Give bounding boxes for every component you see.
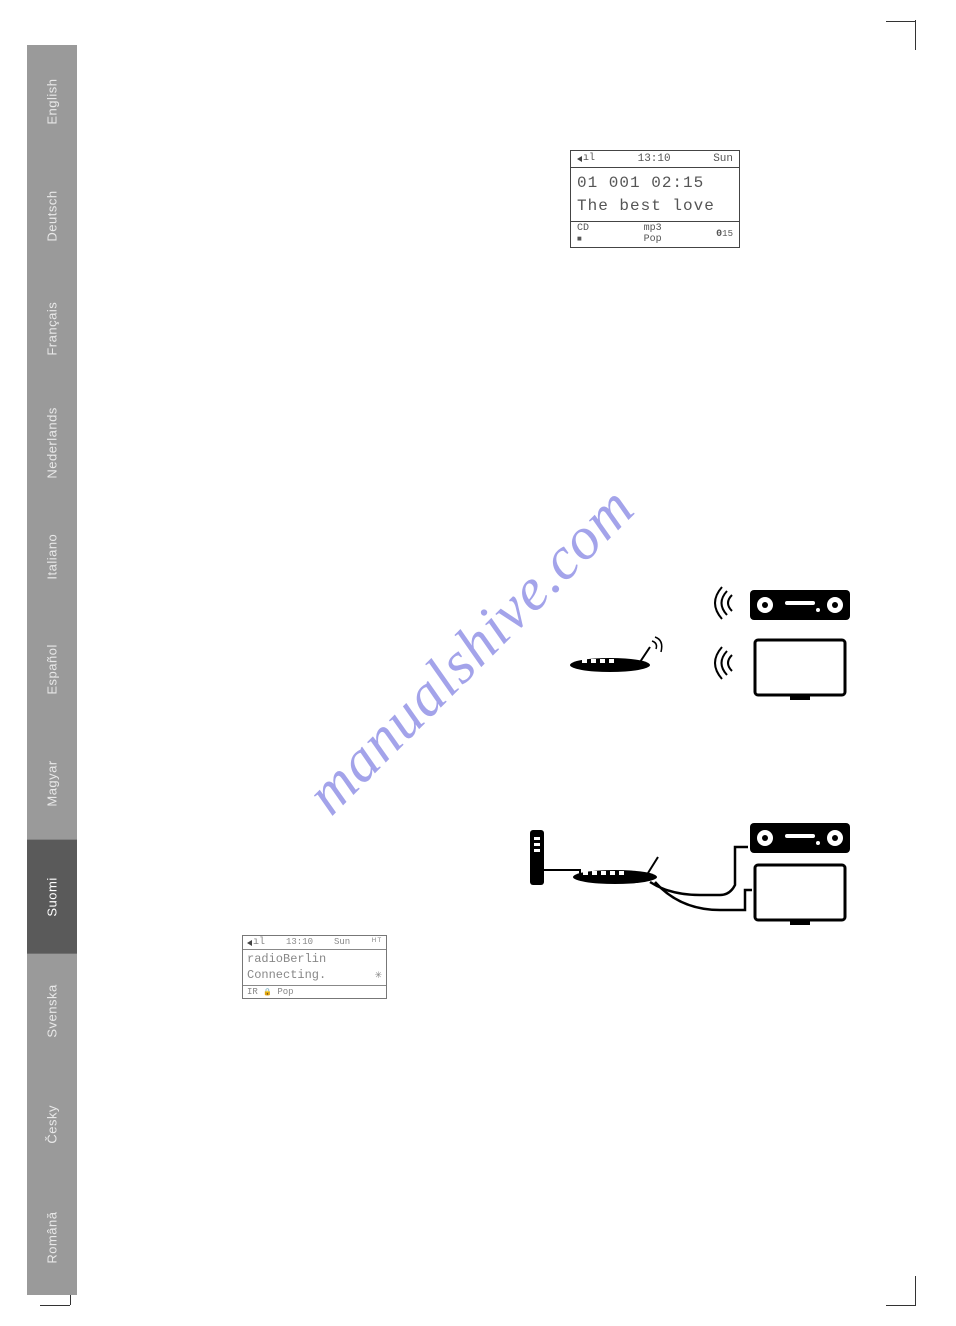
volume-icon [247, 937, 265, 948]
wifi-signal-icon [715, 587, 732, 679]
volume-icon [577, 153, 595, 165]
crop-mark-br [915, 1276, 916, 1306]
lcd-display-radio: 13:10 Sun ᴴᵀ radioBerlin Connecting. ✳ I… [242, 935, 387, 999]
lcd1-eq: Pop [644, 234, 662, 245]
lang-tab-italiano[interactable]: Italiano [27, 500, 77, 614]
lang-tab-english[interactable]: English [27, 45, 77, 159]
lcd-display-cd: 13:10 Sun 01 001 02:15 The best love CD … [570, 150, 740, 248]
lcd2-signal: ᴴᵀ [371, 937, 382, 948]
loading-asterisk-icon: ✳ [375, 968, 382, 984]
tv-icon [755, 640, 845, 700]
lcd1-line1: 01 001 02:15 [577, 172, 733, 194]
lcd1-day: Sun [713, 153, 733, 165]
lang-tab-francais[interactable]: Français [27, 272, 77, 386]
lang-tab-svenska[interactable]: Svenska [27, 954, 77, 1068]
lcd1-source: CD [577, 223, 589, 234]
lang-tab-suomi[interactable]: Suomi [27, 840, 77, 954]
wifi-connection-diagram [560, 555, 860, 705]
lcd1-line2: The best love [577, 195, 733, 217]
crop-mark-tr [915, 20, 916, 50]
crop-mark-bl [40, 1305, 70, 1306]
lang-tab-deutsch[interactable]: Deutsch [27, 159, 77, 273]
language-sidebar: English Deutsch Français Nederlands Ital… [27, 45, 77, 1295]
stereo-icon [750, 590, 850, 620]
lcd2-line1: radioBerlin [247, 952, 382, 968]
cable-2 [650, 847, 748, 895]
lcd2-time: 13:10 [286, 937, 313, 948]
router-icon [573, 857, 658, 884]
wired-connection-diagram [520, 815, 860, 935]
stereo-icon [750, 823, 850, 853]
lang-tab-espanol[interactable]: Español [27, 613, 77, 727]
lcd2-source: IR [247, 987, 258, 997]
lcd2-day: Sun [334, 937, 350, 948]
lang-tab-nederlands[interactable]: Nederlands [27, 386, 77, 500]
tv-icon [755, 865, 845, 925]
lcd1-time: 13:10 [638, 153, 671, 165]
lcd2-eq: Pop [277, 987, 293, 997]
lcd1-battery: 015 [716, 229, 733, 240]
lcd1-format: mp3 [644, 223, 662, 234]
router-icon [570, 637, 662, 672]
lang-tab-cesky[interactable]: Česky [27, 1068, 77, 1182]
modem-icon [530, 830, 544, 885]
lang-tab-magyar[interactable]: Magyar [27, 727, 77, 841]
lcd2-line2: Connecting. [247, 968, 326, 982]
lang-tab-romana[interactable]: Română [27, 1181, 77, 1295]
